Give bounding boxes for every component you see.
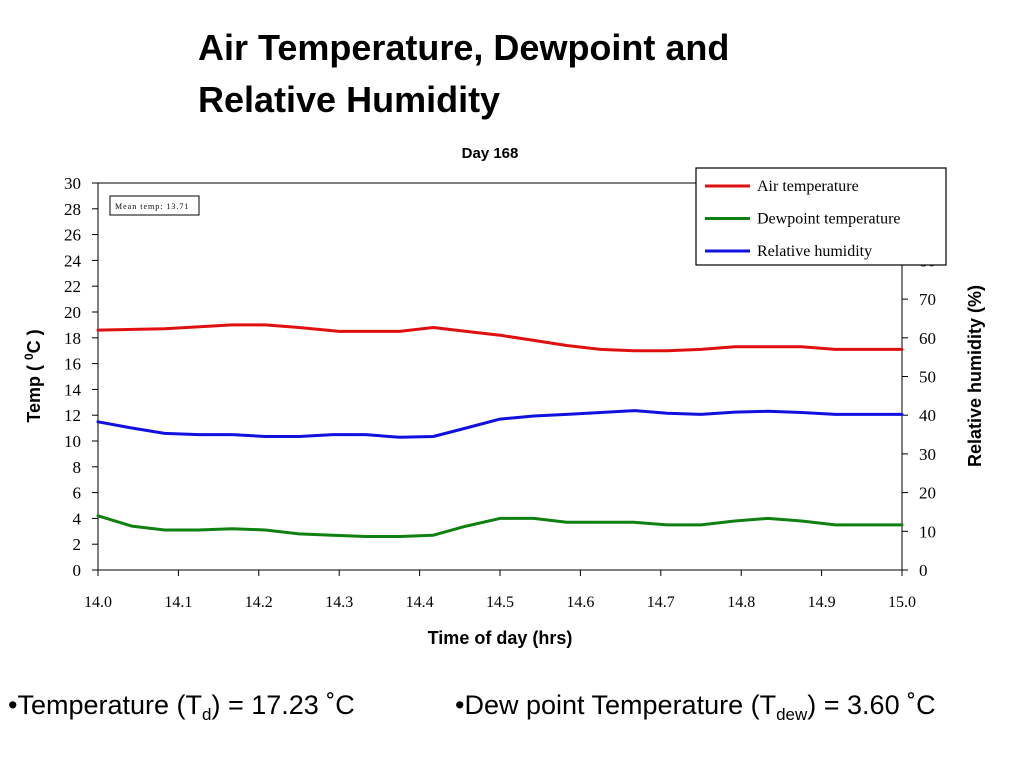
y-axis-left-label: Temp ( 0C ) (22, 329, 44, 422)
y-right-tick-label: 40 (919, 406, 936, 425)
y-axis-right-label: Relative humidity (%) (965, 285, 985, 467)
y-left-tick-label: 10 (64, 432, 81, 451)
y-right-tick-label: 0 (919, 561, 928, 580)
y-right-tick-label: 10 (919, 522, 936, 541)
legend-box (695, 167, 947, 266)
y-left-tick-label: 20 (64, 303, 81, 322)
mean-temp-annotation: Mean temp: 13.71 (109, 195, 200, 216)
y-left-tick-label: 18 (64, 329, 81, 348)
mean-temp-text: Mean temp: 13.71 (115, 202, 189, 211)
x-axis-label: Time of day (hrs) (428, 628, 573, 648)
y-left-tick-label: 14 (64, 380, 82, 399)
legend-label: Relative humidity (757, 243, 872, 260)
y-right-tick-label: 50 (919, 368, 936, 387)
slide-title: Air Temperature, Dewpoint and Relative H… (198, 22, 898, 126)
bullet-temperature: •Temperature (Td) = 17.23 ˚C (8, 690, 355, 724)
y-left-tick-label: 28 (64, 200, 81, 219)
y-left-tick-label: 16 (64, 355, 81, 374)
x-tick-label: 14.8 (727, 594, 755, 611)
legend-label: Air temperature (757, 178, 859, 195)
legend: Air temperature Dewpoint temperature Relat… (695, 167, 947, 266)
series-line-relative-humidity (96, 409, 904, 439)
series-lines (96, 323, 904, 538)
y-left-tick-label: 22 (64, 277, 81, 296)
y-left-tick-label: 24 (64, 251, 82, 270)
y-left-tick-label: 12 (64, 406, 81, 425)
x-tick-label: 14.7 (647, 594, 675, 611)
x-tick-label: 14.4 (406, 594, 434, 611)
x-tick-label: 14.6 (566, 594, 594, 611)
y-right-tick-label: 30 (919, 445, 936, 464)
chart-title: Day 168 (462, 145, 519, 162)
slide-title-line2: Relative Humidity (198, 79, 501, 120)
x-tick-label: 15.0 (888, 594, 916, 611)
y-left-tick-label: 6 (73, 484, 82, 503)
x-tick-label: 14.5 (486, 594, 514, 611)
bullet-dewpoint: •Dew point Temperature (Tdew) = 3.60 ˚C (455, 690, 936, 724)
x-axis-ticks: 14.0 14.1 14.2 14.3 14.4 14.5 14.6 14.7 14.8 14.9… (84, 570, 916, 611)
y-right-tick-label: 20 (919, 484, 936, 503)
y-left-tick-label: 26 (64, 226, 81, 245)
y-right-tick-label: 60 (919, 329, 936, 348)
series-line-dewpoint-temperature (96, 514, 904, 538)
y-left-tick-label: 8 (73, 458, 82, 477)
x-tick-label: 14.2 (245, 594, 273, 611)
x-tick-label: 14.3 (325, 594, 353, 611)
x-tick-label: 14.1 (164, 594, 192, 611)
slide-title-line1: Air Temperature, Dewpoint and (198, 27, 730, 68)
x-tick-label: 14.0 (84, 594, 112, 611)
y-left-tick-label: 0 (73, 561, 82, 580)
series-line-air-temperature (96, 323, 904, 353)
y-left-tick-label: 30 (64, 174, 81, 193)
y-left-tick-label: 2 (73, 535, 82, 554)
y-left-tick-label: 4 (73, 509, 82, 528)
x-tick-label: 14.9 (808, 594, 836, 611)
y-right-tick-label: 70 (919, 290, 936, 309)
legend-label: Dewpoint temperature (757, 211, 901, 228)
